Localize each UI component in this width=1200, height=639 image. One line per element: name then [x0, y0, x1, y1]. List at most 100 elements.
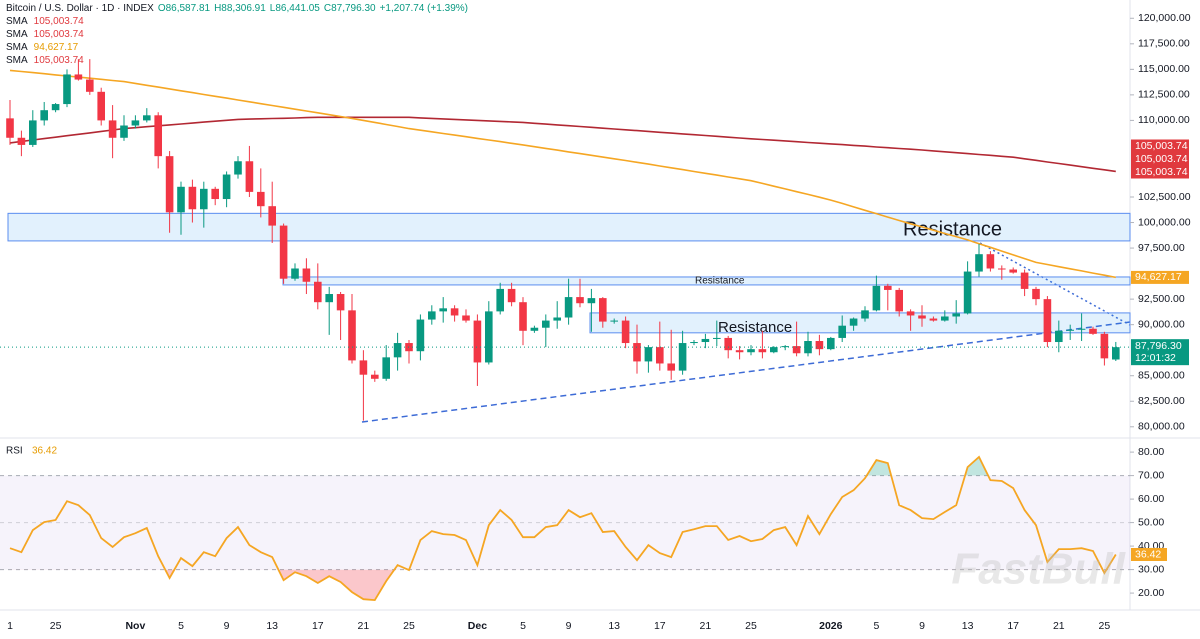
legend-entry: SMA 94,627.17 — [6, 42, 79, 53]
x-tick-label: 13 — [608, 620, 620, 632]
candle-body — [154, 115, 162, 157]
candle-body — [542, 320, 550, 328]
rsi-legend-value: 36.42 — [32, 446, 57, 457]
legend-value: 105,003.74 — [34, 55, 84, 66]
candle-body — [382, 357, 390, 379]
ohlc-close: C87,796.30 — [324, 3, 376, 14]
price-tag-label: 105,003.74 — [1135, 153, 1188, 165]
candle-body — [1043, 299, 1052, 343]
x-tick-label: Dec — [468, 620, 487, 632]
x-tick-label: 21 — [1053, 620, 1065, 632]
candle-body — [621, 320, 630, 344]
sma-line — [9, 69, 1116, 279]
candle-body — [952, 313, 960, 317]
annotation: Resistance — [695, 276, 745, 287]
x-tick-label: 9 — [566, 620, 572, 632]
candle-body — [325, 294, 333, 303]
candle-body — [51, 104, 60, 111]
x-tick-label: 9 — [919, 620, 925, 632]
candle-body — [1089, 328, 1097, 334]
candle-body — [291, 268, 299, 279]
candle-body — [120, 125, 128, 138]
rsi-tick-label: 50.00 — [1138, 516, 1164, 528]
candle-body — [1009, 269, 1017, 273]
rsi-tag-label: 36.42 — [1135, 548, 1161, 560]
candle-body — [644, 347, 653, 362]
candle-body — [929, 318, 938, 321]
rsi-tick-label: 80.00 — [1138, 446, 1164, 458]
candle-body — [587, 298, 596, 304]
candle-body — [416, 319, 425, 352]
legend-entry: SMA 105,003.74 — [6, 16, 84, 27]
y-tick-label: 120,000.00 — [1138, 12, 1191, 24]
x-tick-label: 9 — [224, 620, 230, 632]
ohlc-low: L86,441.05 — [270, 3, 320, 14]
candle-body — [633, 343, 641, 362]
candle-body — [1066, 329, 1074, 331]
x-tick-label: 25 — [745, 620, 757, 632]
candle-body — [576, 297, 584, 304]
candle-body — [861, 310, 869, 319]
x-tick-label: 17 — [654, 620, 666, 632]
last-price-tag — [1131, 339, 1189, 366]
candle-body — [690, 342, 698, 344]
candle-body — [462, 315, 470, 321]
legend-name: SMA — [6, 55, 28, 66]
candle-body — [17, 137, 26, 145]
candle-body — [439, 308, 447, 312]
candle-body — [507, 288, 516, 303]
candle-body — [941, 316, 949, 321]
rsi-tick-label: 70.00 — [1138, 469, 1164, 481]
rsi-band — [0, 475, 1130, 570]
change: +1,207.74 (+1.39%) — [380, 3, 468, 14]
candle-body — [610, 320, 618, 322]
candle-body — [530, 327, 539, 331]
ohlc-open: O86,587.81 — [158, 3, 211, 14]
candle-body — [724, 337, 732, 351]
price-tag — [1131, 270, 1189, 284]
y-tick-label: 102,500.00 — [1138, 191, 1191, 203]
price-tag-label: 105,003.74 — [1135, 140, 1188, 152]
y-tick-label: 82,500.00 — [1138, 395, 1185, 407]
legend-entry: SMA 105,003.74 — [6, 29, 84, 40]
rsi-tag — [1131, 548, 1167, 562]
annotation: Resistance — [903, 218, 1002, 240]
candle-body — [473, 320, 482, 363]
x-tick-label: 21 — [358, 620, 370, 632]
candle-body — [211, 188, 219, 200]
candle-body — [701, 338, 710, 343]
candle-body — [884, 285, 892, 290]
candle-body — [553, 317, 561, 321]
candle-body — [1032, 288, 1040, 300]
candle-body — [359, 360, 368, 375]
candle-body — [781, 346, 789, 348]
candle-body — [188, 186, 197, 210]
countdown-label: 12:01:32 — [1135, 352, 1176, 364]
candle-body — [496, 288, 504, 312]
overbought-fill — [866, 457, 989, 476]
candle-body — [222, 174, 231, 200]
y-tick-label: 115,000.00 — [1138, 63, 1190, 75]
y-tick-label: 110,000.00 — [1138, 114, 1190, 126]
resistance-zone — [589, 312, 1131, 334]
resistance-trendline — [979, 242, 1131, 326]
candle-body — [74, 74, 83, 80]
candle-body — [564, 297, 573, 318]
candle-body — [975, 254, 983, 272]
candle-body — [849, 318, 858, 326]
last-price-label: 87,796.30 — [1135, 340, 1182, 352]
rsi-line — [9, 455, 1117, 602]
y-tick-label: 80,000.00 — [1138, 421, 1185, 433]
candle-body — [758, 349, 767, 353]
candle-body — [1112, 347, 1120, 360]
price-tag-label: 94,627.17 — [1135, 271, 1182, 283]
candle-body — [918, 315, 926, 319]
candle-body — [6, 118, 14, 138]
candle-body — [485, 311, 493, 363]
legend-value: 105,003.74 — [34, 29, 84, 40]
legend-name: SMA — [6, 42, 28, 53]
candle-body — [279, 225, 288, 279]
candle-body — [200, 188, 208, 210]
